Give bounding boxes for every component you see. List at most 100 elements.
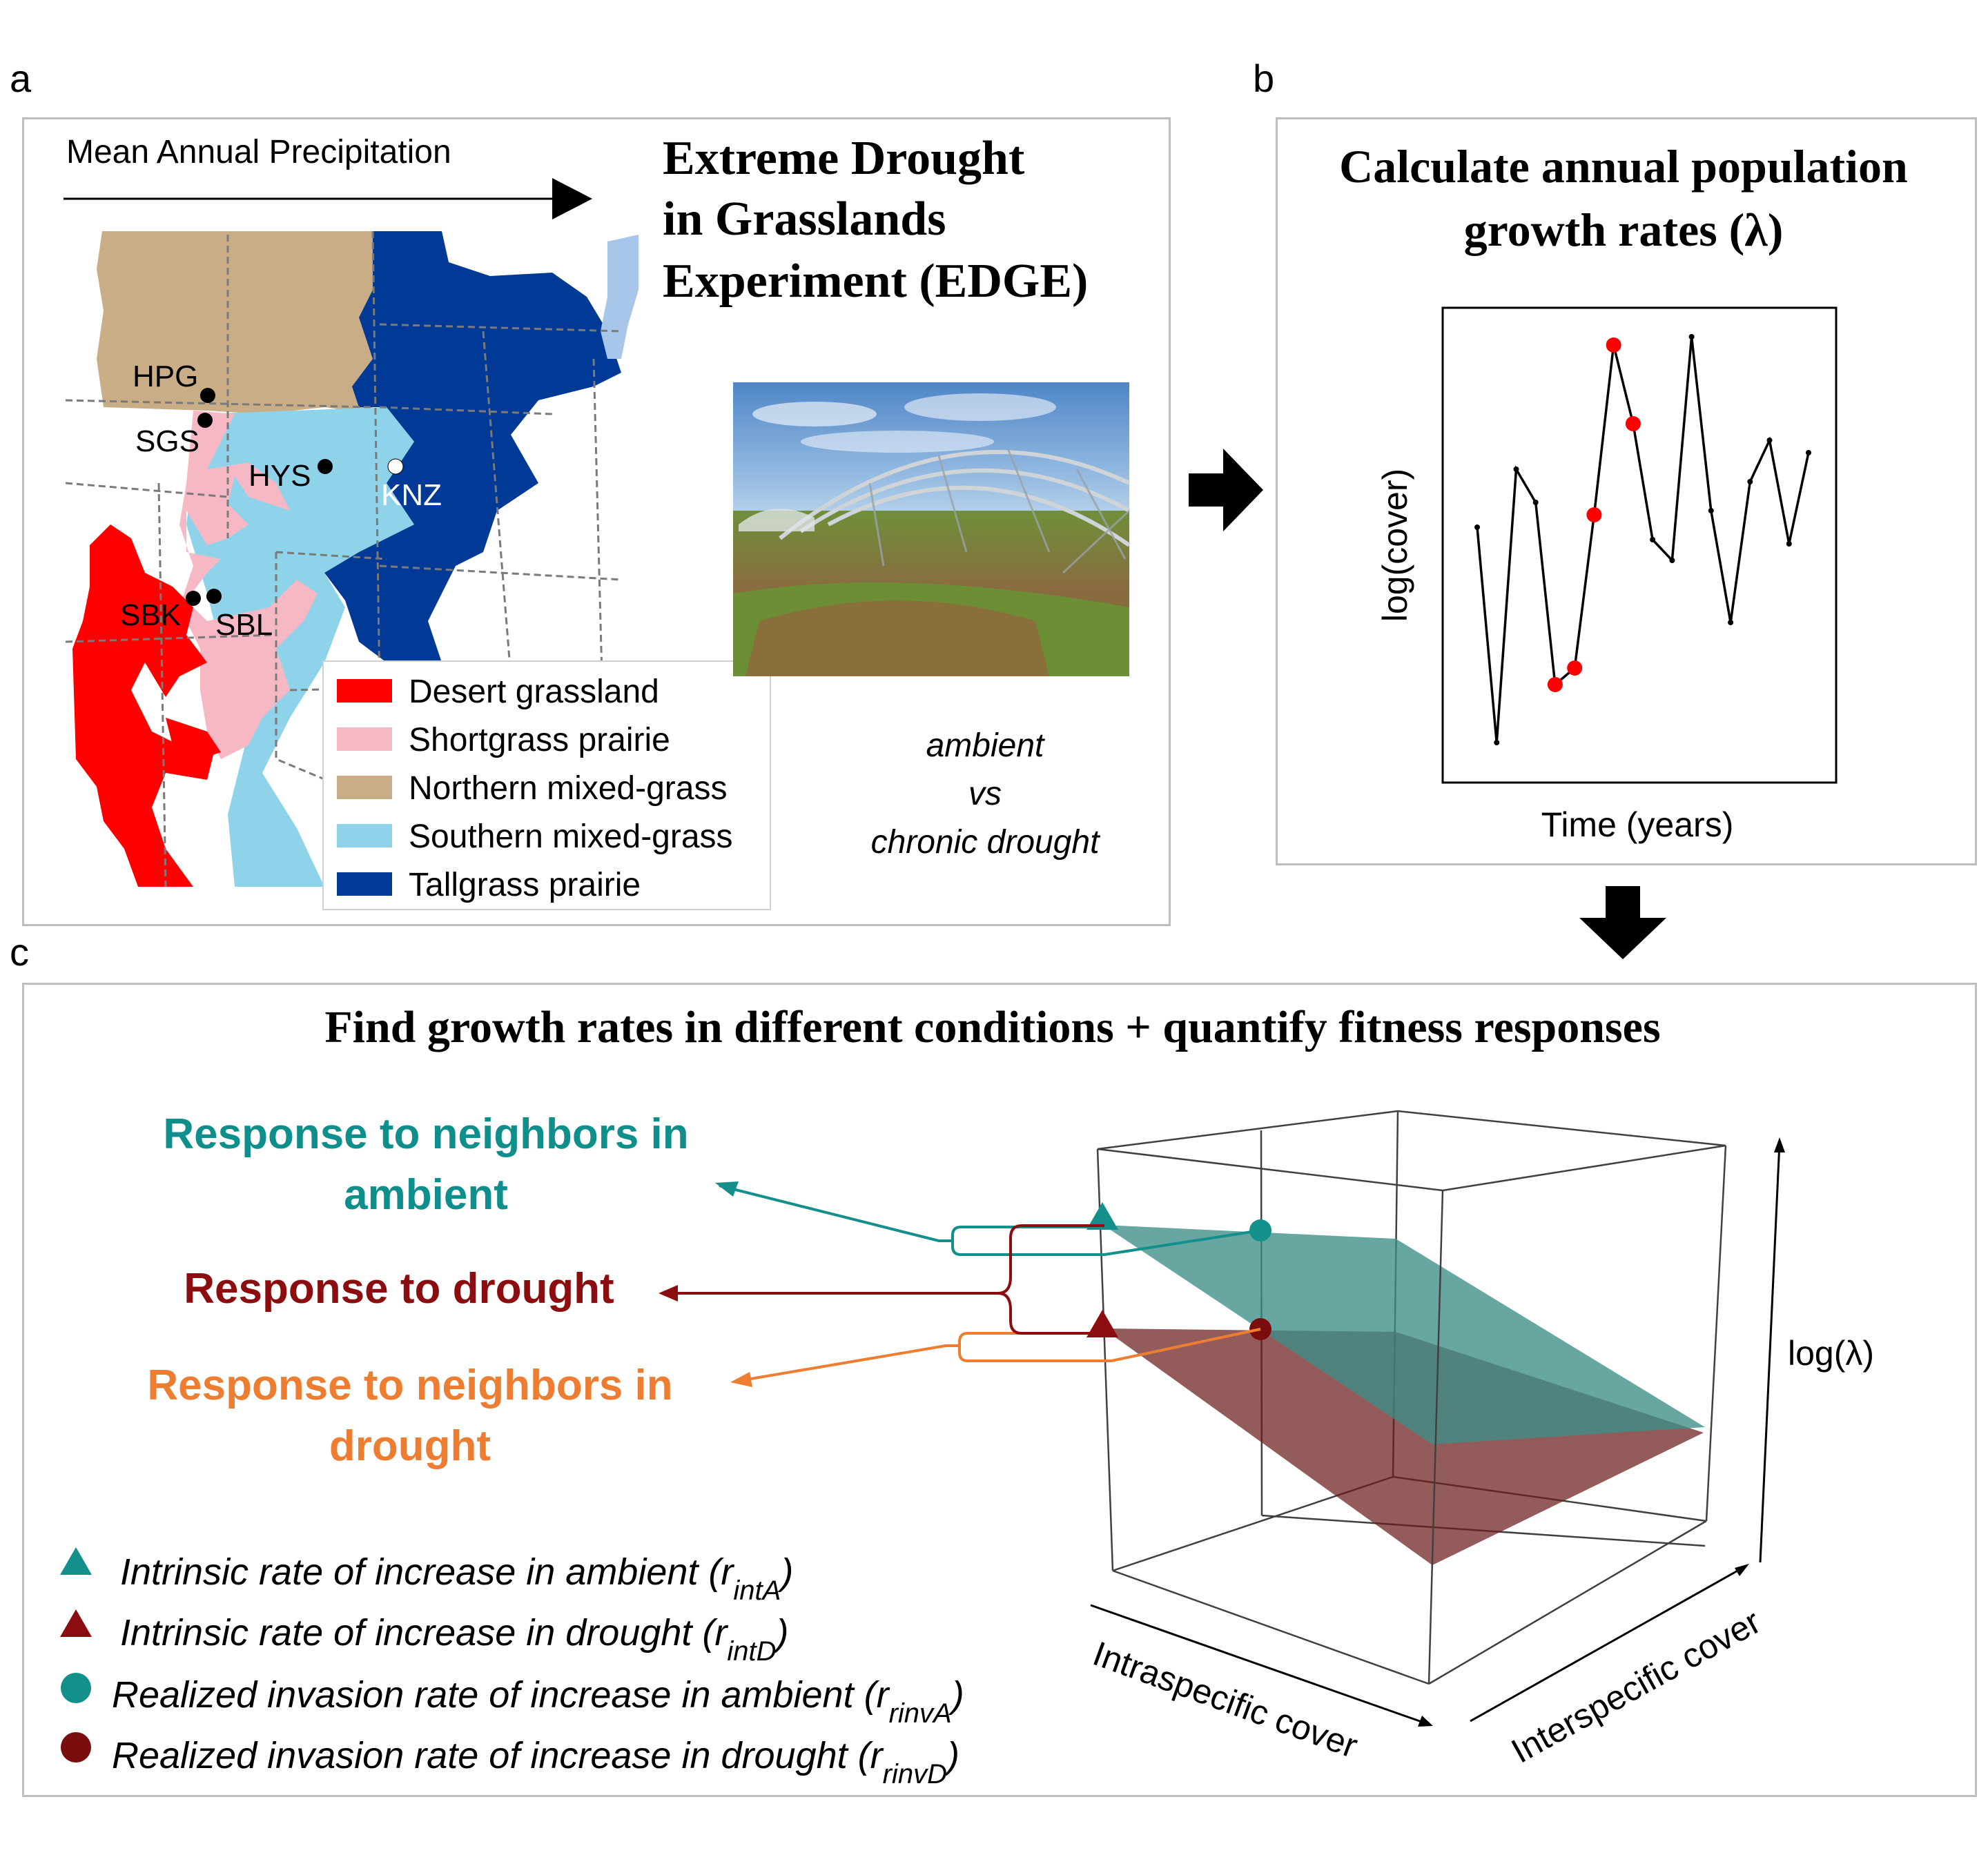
treatment-text: ambient vs chronic drought — [871, 727, 1101, 861]
legend-label-southern: Southern mixed-grass — [409, 818, 733, 855]
legend-label-northern: Northern mixed-grass — [409, 770, 727, 807]
legend-swatch-southern — [337, 824, 392, 847]
response-neighbors-drought-line-2: drought — [329, 1422, 491, 1470]
surface-plot — [1086, 1110, 1727, 1685]
plane-ambient — [1103, 1225, 1705, 1444]
legend-swatch-shortgrass — [337, 727, 392, 751]
chart-series — [1474, 334, 1811, 745]
site-markers: HPG SGS HYS KNZ SBK SBL — [120, 360, 442, 642]
site-sbk-label: SBK — [120, 598, 181, 632]
chart-point-highlight — [1606, 337, 1621, 353]
legend-symbol-rint-drought — [60, 1609, 92, 1637]
map-northern-mixed-grass — [97, 231, 373, 414]
chart-point-highlight — [1567, 660, 1583, 676]
legend-label-desert: Desert grassland — [409, 674, 659, 710]
chart-point — [1650, 537, 1656, 542]
legend-swatch-desert — [337, 679, 392, 703]
site-hpg-marker — [200, 388, 215, 403]
response-ambient-line-1: Response to neighbors in — [163, 1110, 688, 1158]
chart-point — [1806, 450, 1811, 455]
site-hys-marker — [318, 459, 333, 474]
legend-symbol-rinv-drought — [61, 1732, 91, 1763]
chart-frame — [1441, 306, 1838, 784]
chart-point — [1728, 620, 1734, 625]
response-ambient-line-2: ambient — [344, 1171, 508, 1219]
panel-letter-a: a — [10, 57, 32, 100]
connector-drought — [663, 1224, 1104, 1295]
precip-arrow — [64, 178, 592, 219]
edge-title-line-3: Experiment (EDGE) — [663, 255, 1088, 308]
edge-title: Extreme Drought in Grasslands Experiment… — [663, 132, 1088, 308]
connector-neighbors-drought — [958, 1328, 1261, 1362]
legend-swatch-tallgrass — [337, 872, 392, 896]
site-hys-label: HYS — [248, 459, 311, 493]
chart-point — [1669, 558, 1675, 563]
chart-line — [1476, 336, 1810, 743]
chart-point — [1532, 500, 1539, 505]
marker-rint-drought — [1086, 1310, 1118, 1337]
legend-symbol-rinv-ambient — [61, 1673, 91, 1703]
site-knz-label: KNZ — [381, 478, 442, 512]
response-connectors — [659, 1181, 1261, 1387]
chart-point-highlight — [1586, 507, 1602, 522]
legend-label-shortgrass: Shortgrass prairie — [409, 722, 670, 758]
response-drought-line-1: Response to drought — [184, 1265, 614, 1313]
legend-rinv-ambient: Realized invasion rate of increase in am… — [112, 1674, 964, 1729]
site-sgs-label: SGS — [135, 424, 199, 458]
site-sbl-marker — [206, 589, 222, 604]
map-legend: Desert grassland Shortgrass prairie Nort… — [322, 660, 771, 910]
response-neighbors-drought-line-1: Response to neighbors in — [147, 1362, 672, 1409]
panel-c-frame — [22, 983, 1977, 1797]
chart-point — [1786, 541, 1792, 547]
chart-ylabel: log(cover) — [1376, 469, 1414, 622]
chart-point-highlight — [1625, 416, 1641, 431]
field-photo — [733, 382, 1131, 676]
growth-title-line-1: Calculate annual population — [1339, 140, 1908, 193]
site-sgs-marker — [197, 413, 213, 428]
chart-point — [1688, 334, 1695, 340]
marker-rint-ambient — [1086, 1202, 1118, 1230]
legend-swatch-northern — [337, 776, 392, 799]
chart-point — [1766, 438, 1773, 443]
legend-rint-drought: Intrinsic rate of increase in drought (r… — [120, 1612, 789, 1667]
panel-letter-c: c — [10, 930, 29, 974]
legend-symbol-rint-ambient — [60, 1547, 92, 1575]
chart-point-highlight — [1547, 677, 1563, 692]
panel-c-title: Find growth rates in different condition… — [324, 1002, 1660, 1052]
connector-drought-arrowhead — [659, 1285, 678, 1302]
site-sbk-marker — [186, 591, 201, 606]
edge-title-line-1: Extreme Drought — [663, 132, 1024, 185]
chart-point — [1747, 479, 1753, 484]
treatment-line-3: chronic drought — [871, 824, 1101, 861]
map-tallgrass-prairie — [324, 231, 621, 745]
edge-title-line-2: in Grasslands — [663, 193, 946, 246]
chart-point — [1474, 524, 1480, 530]
arrow-a-to-b — [1189, 449, 1263, 531]
chart-point — [1708, 508, 1714, 513]
axis-z-label: log(λ) — [1788, 1334, 1874, 1373]
chart-point — [1513, 467, 1519, 472]
legend-label-tallgrass: Tallgrass prairie — [409, 867, 641, 903]
connector-ambient — [951, 1226, 1261, 1256]
growth-title: Calculate annual population growth rates… — [1339, 140, 1908, 256]
panel-letter-b: b — [1253, 57, 1275, 100]
map-lake — [601, 235, 639, 359]
treatment-line-1: ambient — [926, 727, 1045, 764]
site-hpg-label: HPG — [133, 360, 198, 393]
chart-xlabel: Time (years) — [1541, 805, 1734, 844]
connector-neighbors-drought-arrowhead — [730, 1372, 752, 1387]
map-shortgrass-prairie — [179, 411, 318, 759]
site-sbl-label: SBL — [215, 608, 273, 642]
precip-label: Mean Annual Precipitation — [66, 134, 451, 170]
legend-rinv-drought: Realized invasion rate of increase in dr… — [112, 1735, 959, 1789]
legend-rint-ambient: Intrinsic rate of increase in ambient (r… — [120, 1551, 793, 1606]
growth-title-line-2: growth rates (λ) — [1464, 204, 1784, 256]
map-desert-grassland — [72, 524, 214, 887]
plot-axes — [1090, 1137, 1785, 1727]
site-knz-marker — [387, 458, 404, 475]
arrow-b-to-c — [1579, 886, 1666, 959]
rate-legend: Intrinsic rate of increase in ambient (r… — [60, 1547, 964, 1789]
chart-point — [1494, 740, 1500, 745]
treatment-line-2: vs — [968, 776, 1002, 812]
connector-ambient-arrowhead — [715, 1181, 739, 1197]
